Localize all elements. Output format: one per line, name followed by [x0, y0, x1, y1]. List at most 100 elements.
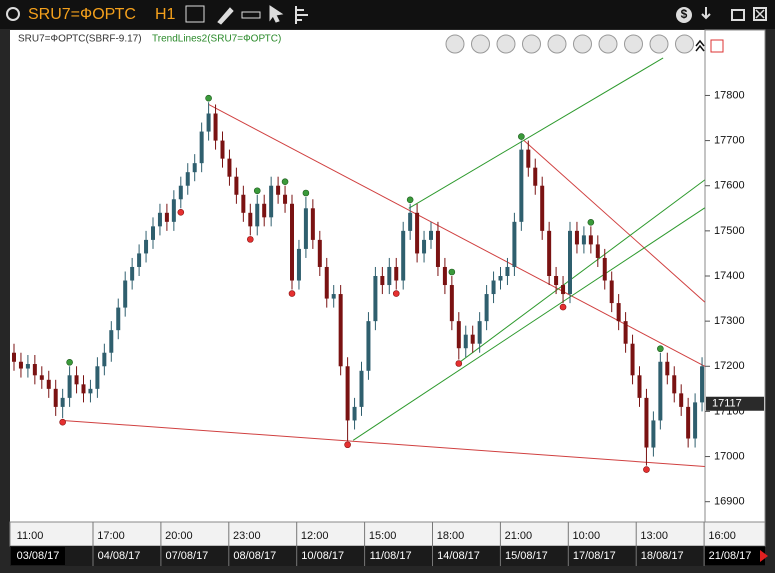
plot-area [10, 30, 705, 522]
close-button[interactable] [753, 7, 767, 21]
candle-body [227, 158, 232, 177]
indicators-button[interactable] [295, 6, 308, 24]
legend-indicator: TrendLines2(SRU7=ФОРТС) [152, 34, 281, 45]
close-icon [755, 9, 765, 19]
minimize-button[interactable] [731, 9, 745, 21]
nav-button[interactable] [471, 34, 490, 54]
window-controls: $ [676, 7, 767, 23]
candle-body [130, 266, 135, 281]
nav-button[interactable] [445, 34, 465, 54]
candle-body [331, 294, 336, 299]
candle-body [435, 230, 440, 267]
nav-button[interactable] [573, 34, 592, 54]
date-highlight [705, 547, 765, 565]
candle-body [588, 235, 593, 245]
time-label: 15:00 [369, 530, 397, 542]
time-label: 18:00 [437, 530, 465, 542]
candle-body [32, 364, 37, 376]
candle-body [679, 393, 684, 407]
scroll-arrow[interactable] [760, 550, 768, 562]
candle-body [637, 375, 642, 398]
candle-body [171, 199, 176, 222]
trendline [62, 419, 705, 467]
fractal-down [643, 466, 650, 473]
date-axis [10, 546, 765, 566]
candle-body [185, 172, 190, 186]
candle-body [422, 239, 427, 254]
candle-body [39, 375, 44, 380]
symbol: SRU7=ФОРТС [28, 6, 136, 23]
y-tick-label: 17800 [714, 89, 745, 101]
fractal-up [281, 178, 289, 186]
candle-body [269, 185, 274, 218]
legend-main: SRU7=ФОРТС(SBRF-9.17) [18, 34, 142, 45]
candle-body [109, 330, 114, 353]
fractal-up [302, 189, 310, 197]
candle-body [568, 230, 572, 295]
draw-button[interactable] [217, 7, 234, 25]
cursor-button[interactable] [269, 5, 284, 23]
candle-body [248, 212, 253, 227]
candle-body [81, 384, 86, 394]
candle-body [693, 402, 698, 439]
candle-body [352, 406, 357, 421]
candle-body [345, 366, 350, 421]
candle-body [526, 149, 531, 168]
candle-body [470, 334, 475, 344]
candle-body [477, 321, 482, 344]
nav-button[interactable] [649, 34, 669, 54]
fractal-up [518, 133, 525, 140]
fractal-down [59, 418, 66, 426]
y-tick-label: 17300 [714, 315, 745, 327]
candle-body [554, 276, 559, 286]
candle-body [366, 321, 371, 371]
y-tick-label: 17600 [714, 180, 745, 192]
candle-body [12, 352, 16, 362]
template-button[interactable] [241, 11, 261, 19]
candle-body [276, 185, 281, 195]
candle-body [449, 285, 454, 322]
candle-body [658, 361, 663, 421]
candle-body [262, 203, 267, 218]
download-button[interactable] [701, 7, 711, 20]
candle-body [394, 266, 399, 281]
candle-body [574, 230, 579, 245]
candle-body [283, 194, 288, 204]
y-tick-label: 17400 [714, 270, 745, 282]
currency-button[interactable] [676, 7, 692, 23]
date-label: 03/08/17 [17, 550, 60, 562]
time-label: 21:00 [505, 530, 533, 542]
nav-button[interactable] [547, 34, 567, 54]
nav-button[interactable] [598, 34, 618, 54]
window-icon[interactable] [6, 7, 20, 21]
date-label: 14/08/17 [437, 550, 480, 562]
candle-body [53, 388, 58, 407]
candle-body [296, 248, 301, 281]
candle-body [651, 420, 656, 448]
nav-button[interactable] [496, 34, 516, 54]
candle-body [151, 226, 155, 240]
trendline [352, 207, 706, 441]
last-price-box [706, 396, 764, 411]
collapse-button[interactable] [695, 39, 705, 52]
fractal-up [253, 187, 261, 195]
time-label: 20:00 [165, 530, 193, 542]
candle-body [303, 208, 308, 249]
candle-body [359, 370, 364, 407]
candle-body [686, 406, 691, 439]
candle-body [498, 276, 503, 281]
date-label: 21/08/17 [709, 550, 752, 562]
candle-body [338, 294, 343, 367]
y-tick-label: 17500 [714, 225, 745, 237]
fractal-down [455, 360, 463, 367]
candle-body [317, 239, 322, 267]
nav-button[interactable] [522, 34, 541, 54]
scale-button[interactable] [710, 39, 724, 53]
nav-button[interactable] [675, 34, 694, 54]
candle-body [408, 212, 413, 231]
fractal-up [587, 219, 595, 226]
candles-button[interactable] [185, 5, 205, 23]
candle-body [533, 167, 538, 186]
date-label: 15/08/17 [505, 550, 548, 562]
nav-button[interactable] [624, 34, 643, 54]
